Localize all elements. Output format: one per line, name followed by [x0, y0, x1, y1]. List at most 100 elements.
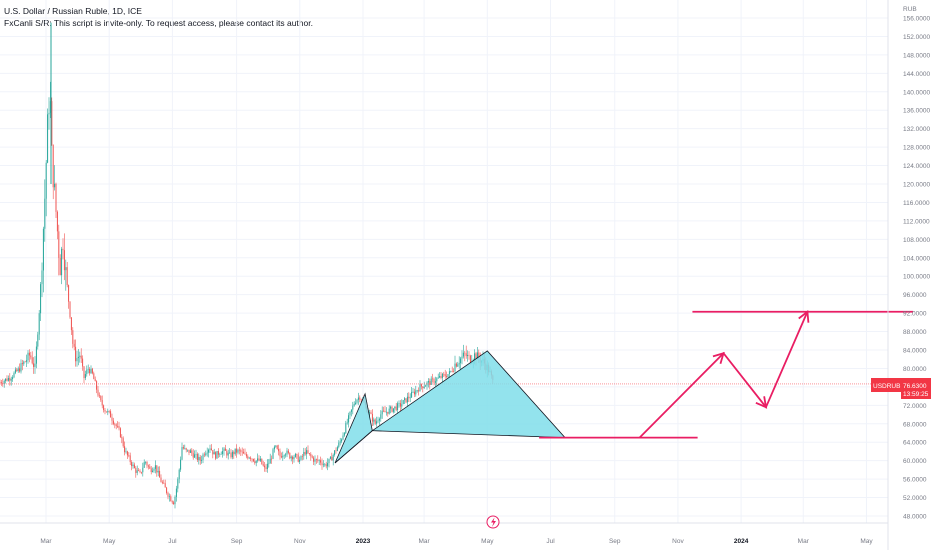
- candle-body: [131, 462, 133, 467]
- time-tick-label: Nov: [672, 538, 684, 545]
- candle-body: [62, 248, 64, 251]
- candle-body: [222, 451, 224, 455]
- candle-body: [461, 356, 463, 359]
- candle-body: [79, 355, 81, 357]
- candle-body: [245, 454, 247, 457]
- candle-body: [394, 406, 396, 409]
- candle-body: [0, 382, 1, 383]
- candle-body: [352, 405, 354, 410]
- candle-body: [437, 377, 439, 379]
- candle-body: [203, 454, 205, 456]
- price-tick-label: 152.0000: [903, 34, 930, 41]
- candle-body: [251, 458, 253, 460]
- candle-body: [377, 420, 379, 422]
- candle-body: [376, 421, 378, 424]
- candle-body: [276, 445, 278, 449]
- candle-body: [128, 455, 130, 456]
- candle-body: [49, 101, 51, 113]
- candle-body: [12, 377, 14, 380]
- candle-body: [311, 456, 313, 458]
- candle-body: [444, 374, 446, 377]
- time-tick-label: Sep: [609, 538, 621, 545]
- candle-body: [279, 451, 281, 457]
- candle-body: [327, 463, 329, 467]
- candle-body: [35, 346, 37, 364]
- candle-body: [416, 390, 418, 391]
- price-axis[interactable]: 156.0000 152.0000 148.0000 144.0000 140.0000…: [903, 16, 930, 521]
- candle-body: [322, 464, 324, 466]
- candle-body: [353, 403, 355, 406]
- candle-body: [317, 459, 319, 461]
- candle-body: [48, 112, 50, 115]
- candle-body: [252, 458, 254, 462]
- candle-body: [447, 374, 449, 377]
- candle-body: [80, 355, 82, 359]
- candle-body: [440, 376, 442, 378]
- candle-body: [304, 451, 306, 455]
- candle-body: [5, 378, 7, 381]
- candle-body: [87, 369, 89, 370]
- candle-body: [135, 468, 137, 473]
- last-price-label: USDRUB 76.6300 13:59:25: [871, 378, 931, 399]
- candle-body: [357, 397, 359, 400]
- grid: [0, 0, 888, 523]
- candle-body: [387, 411, 389, 414]
- candle-body: [10, 379, 12, 381]
- candle-body: [206, 452, 208, 454]
- candle-body: [38, 313, 40, 335]
- candle-body: [342, 435, 344, 440]
- candle-body: [420, 384, 422, 387]
- time-tick-label: Sep: [231, 538, 243, 545]
- price-tick-label: 96.0000: [903, 292, 927, 299]
- price-tick-label: 48.0000: [903, 514, 927, 521]
- candle-body: [234, 448, 236, 455]
- candle-body: [199, 456, 201, 461]
- candle-body: [287, 450, 289, 453]
- candle-body: [112, 420, 114, 424]
- candle-body: [2, 383, 4, 384]
- candle-body: [19, 368, 21, 372]
- candle-body: [194, 454, 196, 458]
- candle-body: [303, 451, 305, 457]
- candle-body: [268, 463, 270, 465]
- candle-body: [107, 410, 109, 413]
- candle-body: [408, 396, 410, 399]
- candle-body: [58, 231, 60, 258]
- candle-body: [42, 228, 44, 271]
- candle-body: [285, 454, 287, 456]
- candle-body: [478, 352, 480, 359]
- candle-body: [17, 368, 19, 372]
- candle-body: [44, 198, 46, 229]
- candle-body: [237, 449, 239, 453]
- time-axis[interactable]: Mar May Jul Sep Nov 2023 Mar May Jul Sep Nov 2024 Ma…: [40, 538, 873, 545]
- candle-body: [262, 464, 264, 466]
- projection-arrowhead: [712, 351, 725, 365]
- candle-body: [297, 454, 299, 462]
- price-tick-label: 92.0000: [903, 311, 927, 318]
- candle-body: [401, 404, 403, 407]
- price-tick-label: 100.0000: [903, 274, 930, 281]
- candle-body: [458, 363, 460, 365]
- candle-body: [185, 448, 187, 450]
- event-icon[interactable]: [486, 515, 500, 529]
- candle-body: [254, 461, 256, 464]
- candle-body: [215, 452, 217, 459]
- candle-body: [413, 391, 415, 395]
- candle-body: [189, 450, 191, 453]
- candle-body: [324, 464, 326, 465]
- candle-body: [313, 457, 315, 462]
- drawings: [0, 310, 914, 464]
- candle-body: [261, 458, 263, 465]
- candle-body: [266, 463, 268, 469]
- candle-body: [147, 465, 149, 467]
- candle-body: [265, 467, 267, 469]
- candle-body: [380, 414, 382, 419]
- candle-body: [301, 456, 303, 457]
- candle-body: [160, 477, 162, 483]
- candle-body: [156, 465, 158, 473]
- candle-body: [31, 357, 33, 364]
- candle-body: [72, 330, 74, 344]
- candle-body: [247, 456, 249, 459]
- candle-body: [290, 456, 292, 459]
